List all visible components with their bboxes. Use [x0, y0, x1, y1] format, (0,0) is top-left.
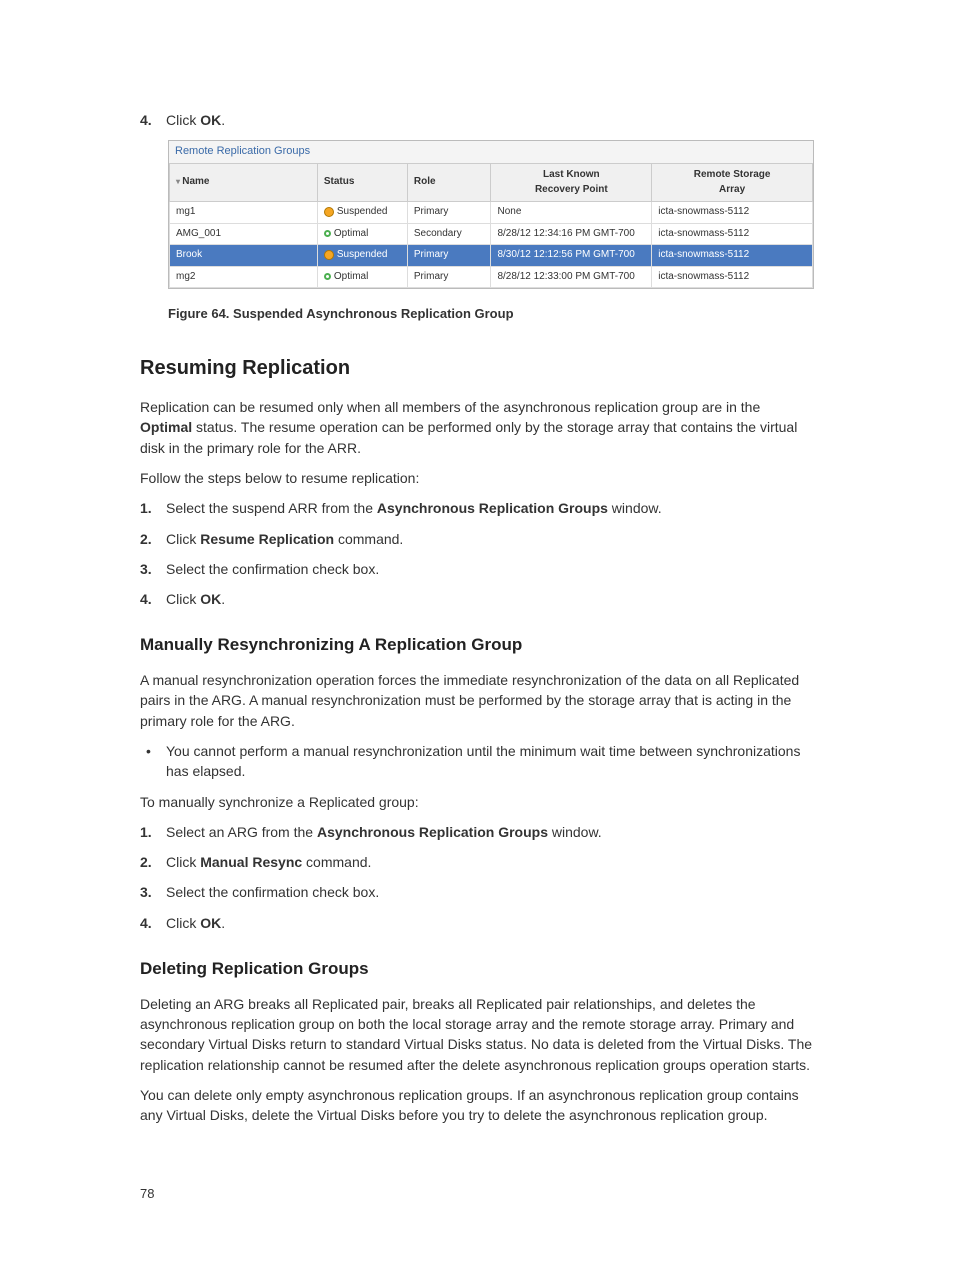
paragraph: To manually synchronize a Replicated gro…: [140, 792, 814, 812]
step-number: 1.: [140, 822, 152, 842]
step-text: Select the suspend ARR from the: [166, 500, 377, 516]
step-text-bold: Manual Resync: [200, 854, 302, 870]
step-text-bold: Resume Replication: [200, 531, 334, 547]
paragraph: You can delete only empty asynchronous r…: [140, 1085, 814, 1126]
cell-remote: icta-snowmass-5112: [652, 245, 813, 267]
cell-role: Primary: [407, 245, 491, 267]
page-number: 78: [140, 1185, 814, 1204]
step-text-bold: OK: [200, 915, 221, 931]
steps-list: 1. Select an ARG from the Asynchronous Re…: [140, 822, 814, 933]
heading-resuming-replication: Resuming Replication: [140, 354, 814, 383]
table-row[interactable]: BrookSuspendedPrimary8/30/12 12:12:56 PM…: [170, 245, 813, 267]
cell-status: Suspended: [317, 245, 407, 267]
step-item: 1. Select the suspend ARR from the Asynch…: [140, 498, 814, 518]
table-header[interactable]: Status: [317, 164, 407, 202]
steps-list: 1. Select the suspend ARR from the Asynch…: [140, 498, 814, 609]
cell-name: Brook: [170, 245, 318, 267]
step-text: window.: [608, 500, 662, 516]
suspended-icon: [324, 250, 334, 260]
optimal-icon: [324, 273, 331, 280]
step-item: 2. Click Resume Replication command.: [140, 529, 814, 549]
step-number: 4.: [140, 110, 152, 130]
step-item: 1. Select an ARG from the Asynchronous Re…: [140, 822, 814, 842]
bullet-item: You cannot perform a manual resynchroniz…: [140, 741, 814, 782]
step-number: 3.: [140, 882, 152, 902]
paragraph: Replication can be resumed only when all…: [140, 397, 814, 458]
cell-name: mg1: [170, 202, 318, 224]
paragraph: Deleting an ARG breaks all Replicated pa…: [140, 994, 814, 1075]
step-text: command.: [334, 531, 403, 547]
table-header[interactable]: Last KnownRecovery Point: [491, 164, 652, 202]
table-header[interactable]: Role: [407, 164, 491, 202]
cell-status: Optimal: [317, 266, 407, 288]
step-text: Select the confirmation check box.: [166, 561, 379, 577]
step-text: Select an ARG from the: [166, 824, 317, 840]
paragraph: Follow the steps below to resume replica…: [140, 468, 814, 488]
step-number: 2.: [140, 852, 152, 872]
step-text-bold: Asynchronous Replication Groups: [377, 500, 608, 516]
table-header[interactable]: Remote StorageArray: [652, 164, 813, 202]
step-item: 4. Click OK.: [140, 913, 814, 933]
step-item: 4. Click OK.: [140, 110, 814, 130]
cell-recovery: 8/30/12 12:12:56 PM GMT-700: [491, 245, 652, 267]
step-number: 1.: [140, 498, 152, 518]
table-header[interactable]: Name: [170, 164, 318, 202]
step-text-bold: Asynchronous Replication Groups: [317, 824, 548, 840]
cell-role: Primary: [407, 202, 491, 224]
optimal-icon: [324, 230, 331, 237]
cell-role: Secondary: [407, 223, 491, 245]
text-bold: Optimal: [140, 419, 192, 435]
replication-groups-panel: Remote Replication Groups NameStatusRole…: [168, 140, 814, 289]
cell-recovery: 8/28/12 12:34:16 PM GMT-700: [491, 223, 652, 245]
step-item: 3. Select the confirmation check box.: [140, 882, 814, 902]
step-number: 2.: [140, 529, 152, 549]
heading-manual-resync: Manually Resynchronizing A Replication G…: [140, 633, 814, 658]
cell-recovery: 8/28/12 12:33:00 PM GMT-700: [491, 266, 652, 288]
figure-caption: Figure 64. Suspended Asynchronous Replic…: [168, 305, 814, 324]
step-item: 4. Click OK.: [140, 589, 814, 609]
step-text: Click: [166, 531, 200, 547]
heading-deleting-groups: Deleting Replication Groups: [140, 957, 814, 982]
paragraph: A manual resynchronization operation for…: [140, 670, 814, 731]
text: Replication can be resumed only when all…: [140, 399, 760, 415]
step-text: Click: [166, 854, 200, 870]
step-text-bold: OK: [200, 591, 221, 607]
step-number: 4.: [140, 913, 152, 933]
table-row[interactable]: mg2OptimalPrimary8/28/12 12:33:00 PM GMT…: [170, 266, 813, 288]
step-text: .: [221, 591, 225, 607]
step-item: 2. Click Manual Resync command.: [140, 852, 814, 872]
step-number: 3.: [140, 559, 152, 579]
step-text-bold: OK: [200, 112, 221, 128]
step-text: .: [221, 915, 225, 931]
cell-status: Suspended: [317, 202, 407, 224]
panel-title: Remote Replication Groups: [169, 141, 813, 163]
suspended-icon: [324, 207, 334, 217]
cell-remote: icta-snowmass-5112: [652, 202, 813, 224]
step-number: 4.: [140, 589, 152, 609]
cell-status: Optimal: [317, 223, 407, 245]
cell-remote: icta-snowmass-5112: [652, 266, 813, 288]
cell-name: mg2: [170, 266, 318, 288]
step-text: command.: [302, 854, 371, 870]
step-text: Click: [166, 915, 200, 931]
cell-name: AMG_001: [170, 223, 318, 245]
replication-groups-table: NameStatusRoleLast KnownRecovery PointRe…: [169, 163, 813, 288]
table-row[interactable]: mg1SuspendedPrimaryNoneicta-snowmass-511…: [170, 202, 813, 224]
bullet-list: You cannot perform a manual resynchroniz…: [140, 741, 814, 782]
cell-recovery: None: [491, 202, 652, 224]
cell-remote: icta-snowmass-5112: [652, 223, 813, 245]
cell-role: Primary: [407, 266, 491, 288]
step-text: window.: [548, 824, 602, 840]
step-text-pre: Click: [166, 112, 200, 128]
table-row[interactable]: AMG_001OptimalSecondary8/28/12 12:34:16 …: [170, 223, 813, 245]
text: status. The resume operation can be perf…: [140, 419, 797, 455]
step-text-post: .: [221, 112, 225, 128]
step-text: Click: [166, 591, 200, 607]
step-item: 3. Select the confirmation check box.: [140, 559, 814, 579]
step-text: Select the confirmation check box.: [166, 884, 379, 900]
